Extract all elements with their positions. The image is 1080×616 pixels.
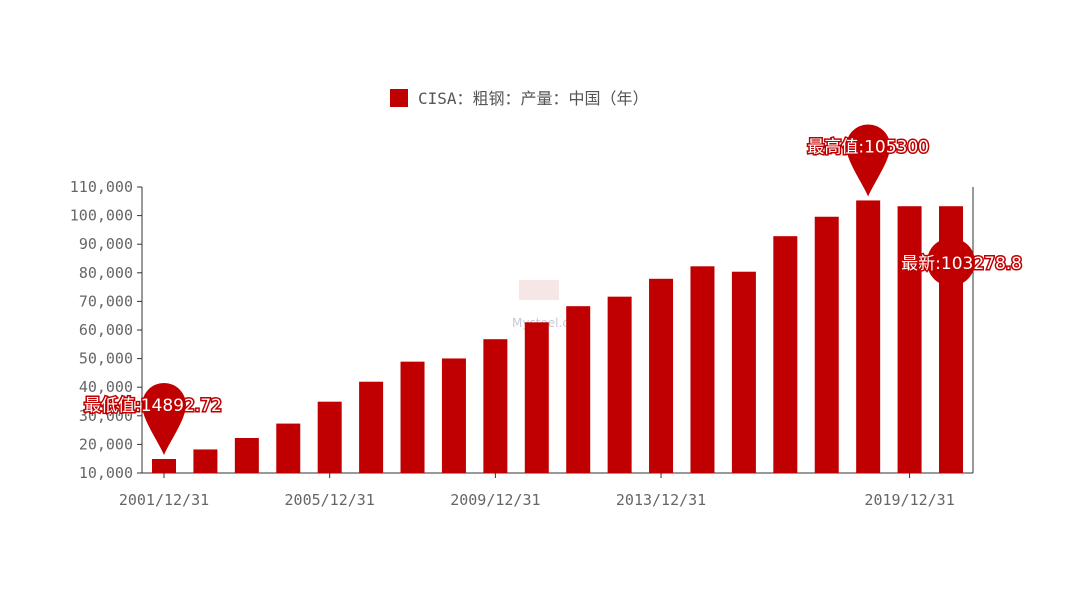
annotation-label: 最低值:14892.72 bbox=[84, 396, 222, 416]
bar-2013/12/31[interactable] bbox=[649, 278, 674, 473]
annotation-pin: 最新:103278.8 bbox=[900, 238, 1024, 286]
bar-2002/12/31[interactable] bbox=[193, 449, 218, 473]
annotation-pins: 最低值:14892.72 最高值:105300 最新:103278.8 bbox=[83, 124, 1024, 456]
bar-2011/12/31[interactable] bbox=[566, 306, 591, 473]
bar-2012/12/31[interactable] bbox=[607, 296, 632, 473]
y-tick-label: 70,000 bbox=[79, 292, 133, 310]
legend-label: CISA：粗钢：产量：中国（年） bbox=[418, 89, 649, 108]
y-tick-label: 50,000 bbox=[79, 350, 133, 368]
x-tick-label: 2009/12/31 bbox=[450, 491, 540, 509]
bar-2008/12/31[interactable] bbox=[441, 358, 466, 473]
bar-2019/12/31[interactable] bbox=[897, 206, 922, 473]
annotation-label: 最新:103278.8 bbox=[901, 254, 1022, 274]
bar-series bbox=[152, 200, 963, 473]
bar-2017/12/31[interactable] bbox=[814, 216, 839, 473]
y-tick-label: 40,000 bbox=[79, 378, 133, 396]
bar-2018/12/31[interactable] bbox=[856, 200, 881, 473]
y-tick-label: 30,000 bbox=[79, 407, 133, 425]
annotation-label: 最高值:105300 bbox=[807, 137, 929, 157]
x-tick-label: 2013/12/31 bbox=[616, 491, 706, 509]
x-axis-ticks: 2001/12/31 2005/12/31 2009/12/31 2013/12/31… bbox=[119, 473, 955, 509]
annotation-pin: 最低值:14892.72 bbox=[83, 383, 223, 456]
bar-2005/12/31[interactable] bbox=[317, 401, 342, 473]
y-tick-label: 90,000 bbox=[79, 235, 133, 253]
y-tick-label: 110,000 bbox=[70, 178, 133, 196]
x-tick-label: 2005/12/31 bbox=[285, 491, 375, 509]
y-tick-label: 10,000 bbox=[79, 464, 133, 482]
legend-swatch bbox=[390, 89, 408, 107]
y-tick-label: 60,000 bbox=[79, 321, 133, 339]
x-tick-label: 2001/12/31 bbox=[119, 491, 209, 509]
bar-2010/12/31[interactable] bbox=[524, 322, 549, 473]
bar-2015/12/31[interactable] bbox=[731, 271, 756, 473]
legend[interactable]: CISA：粗钢：产量：中国（年） bbox=[390, 89, 649, 108]
y-axis-ticks: 10,000 20,000 30,000 40,000 50,000 60,000 70,0… bbox=[70, 178, 142, 482]
y-tick-label: 100,000 bbox=[70, 207, 133, 225]
bar-2006/12/31[interactable] bbox=[359, 381, 384, 473]
bar-2001/12/31[interactable] bbox=[152, 459, 176, 473]
y-tick-label: 80,000 bbox=[79, 264, 133, 282]
annotation-pin: 最高值:105300 bbox=[806, 124, 930, 197]
axes bbox=[141, 187, 974, 474]
y-tick-label: 20,000 bbox=[79, 435, 133, 453]
bar-2003/12/31[interactable] bbox=[234, 438, 259, 473]
bar-2007/12/31[interactable] bbox=[400, 361, 425, 473]
bar-2016/12/31[interactable] bbox=[773, 236, 798, 473]
bar-2004/12/31[interactable] bbox=[276, 423, 301, 473]
x-tick-label: 2019/12/31 bbox=[864, 491, 954, 509]
bar-2014/12/31[interactable] bbox=[690, 266, 715, 473]
bar-2009/12/31[interactable] bbox=[483, 339, 508, 473]
